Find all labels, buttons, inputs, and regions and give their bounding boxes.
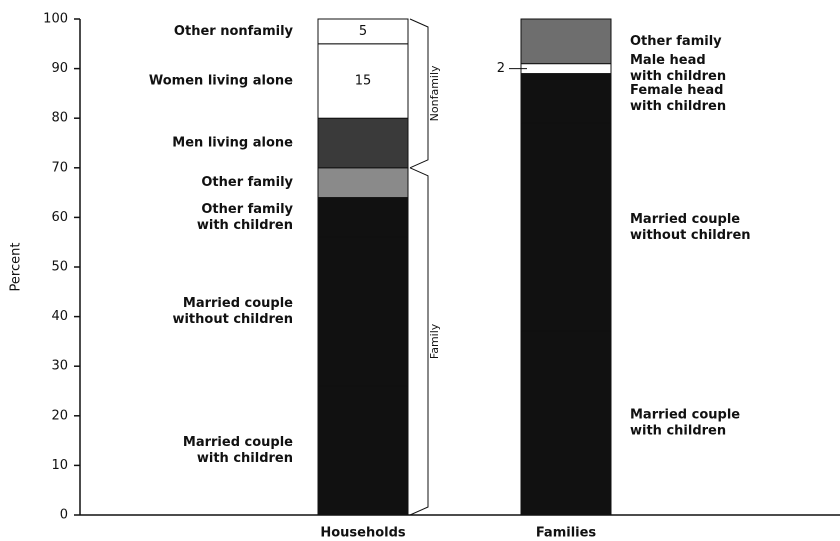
y-tick-label: 30	[51, 359, 68, 374]
bracket	[409, 167, 429, 516]
segment-label: without children	[630, 228, 751, 243]
segment-label: Other family	[630, 34, 722, 49]
bracket-label: Nonfamily	[428, 65, 441, 121]
x-tick-label: Families	[536, 526, 597, 541]
segment-label: without children	[172, 312, 293, 327]
segment-label: Other nonfamily	[174, 24, 294, 39]
bar-segment	[317, 167, 409, 199]
bar-segment	[520, 18, 612, 65]
bar-segment	[520, 122, 612, 332]
segment-label: Male head	[630, 53, 706, 68]
segment-label: with children	[630, 424, 726, 439]
y-tick-label: 80	[51, 111, 68, 126]
bracket-label: Family	[428, 323, 441, 359]
segment-label: Other family	[201, 175, 293, 190]
y-tick-label: 40	[51, 309, 68, 324]
bar-segment	[317, 385, 409, 516]
y-tick-label: 20	[51, 408, 68, 423]
y-axis-label: Percent	[9, 243, 24, 292]
bar-segment	[317, 43, 409, 119]
bar-segment	[317, 18, 409, 45]
segment-label: with children	[630, 99, 726, 114]
y-tick-label: 50	[51, 260, 68, 275]
segment-label: with children	[197, 218, 293, 233]
bracket	[409, 18, 429, 169]
segment-label: Married couple	[630, 212, 740, 227]
bar-segment	[520, 330, 612, 516]
y-tick-label: 90	[51, 61, 68, 76]
y-tick-label: 10	[51, 458, 68, 473]
bar-segment	[317, 117, 409, 169]
segment-label: Female head	[630, 83, 723, 98]
bar-segment	[520, 63, 612, 75]
data-label: 15	[355, 74, 372, 89]
segment-label: Men living alone	[172, 136, 293, 151]
y-tick-label: 60	[51, 210, 68, 225]
segment-label: with children	[630, 69, 726, 84]
y-tick-label: 0	[60, 508, 68, 523]
segment-label: Married couple	[183, 435, 293, 450]
segment-label: Married couple	[183, 296, 293, 311]
x-tick-label: Households	[320, 526, 406, 541]
segment-label: Women living alone	[149, 74, 293, 89]
data-label: 2	[497, 61, 505, 76]
y-tick-label: 100	[43, 12, 68, 27]
bar-segment	[520, 73, 612, 124]
segment-label: Other family	[201, 202, 293, 217]
segment-label: with children	[197, 451, 293, 466]
bar-segment	[317, 236, 409, 387]
segment-label: Married couple	[630, 408, 740, 423]
y-tick-label: 70	[51, 160, 68, 175]
data-label: 5	[359, 24, 367, 39]
bar-segment	[317, 197, 409, 238]
